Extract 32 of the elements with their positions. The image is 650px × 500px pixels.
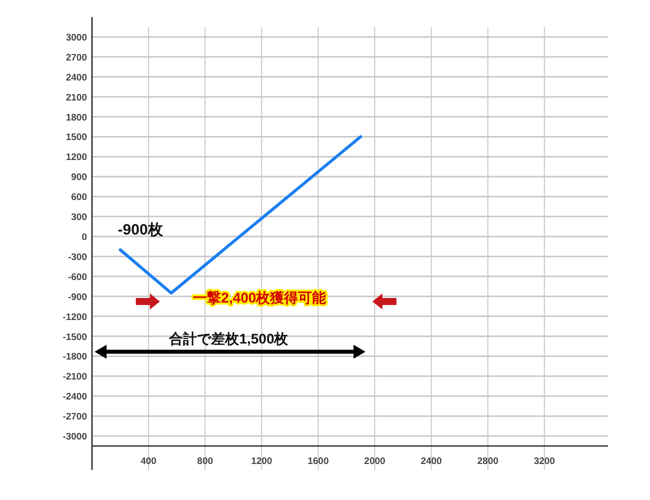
xtick-label: 2400 — [420, 456, 442, 467]
ytick-label: -300 — [68, 252, 87, 263]
ytick-label: -3000 — [62, 432, 87, 443]
xtick-label: 2800 — [477, 456, 498, 467]
annotation: 一撃2,400枚獲得可能 — [193, 289, 326, 306]
ytick-label: -2400 — [62, 392, 87, 403]
ytick-label: 3000 — [66, 32, 87, 44]
xtick-label: 400 — [140, 456, 156, 467]
ytick-label: 600 — [71, 192, 87, 204]
ytick-label: 2100 — [66, 92, 87, 104]
ytick-label: -1800 — [62, 352, 87, 363]
xtick-label: 1600 — [308, 456, 329, 467]
ytick-label: 300 — [71, 212, 87, 224]
xtick-label: 1200 — [251, 456, 272, 467]
ytick-label: -1500 — [62, 332, 87, 343]
xtick-label: 2000 — [364, 456, 386, 467]
ytick-label: 900 — [71, 172, 87, 184]
ytick-label: 2700 — [66, 52, 87, 64]
xtick-label: 3200 — [534, 456, 555, 467]
ytick-label: -600 — [68, 272, 87, 283]
ytick-label: 2400 — [66, 72, 87, 84]
ytick-label: -1200 — [62, 312, 87, 323]
xtick-label: 800 — [197, 456, 214, 467]
annotation: 合計で差枚1,500枚 — [169, 330, 288, 346]
ytick-label: 0 — [82, 232, 87, 243]
ytick-label: -2100 — [62, 372, 87, 383]
ytick-label: 1500 — [66, 132, 87, 144]
ytick-label: -2700 — [62, 412, 87, 423]
annotation: -900枚 — [118, 221, 163, 238]
ytick-label: 1800 — [66, 112, 87, 124]
ytick-label: 1200 — [66, 152, 87, 164]
ytick-label: -900 — [68, 292, 87, 303]
